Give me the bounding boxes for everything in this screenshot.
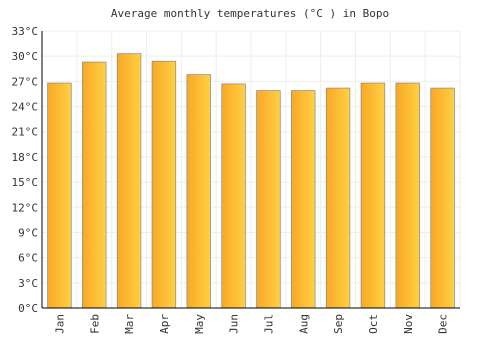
bar xyxy=(151,60,177,309)
y-tick-label: 0°C xyxy=(18,302,38,315)
x-tick-label: Jul xyxy=(262,314,275,334)
x-tick-label: Jan xyxy=(53,314,66,334)
y-tick-label: 9°C xyxy=(18,226,38,239)
bar xyxy=(47,82,72,309)
x-tick-label: Sep xyxy=(332,314,345,334)
y-tick-label: 3°C xyxy=(18,277,38,290)
chart-title: Average monthly temperatures (°C ) in Bo… xyxy=(111,7,389,20)
y-tick-label: 12°C xyxy=(12,201,39,214)
x-tick-label: Feb xyxy=(88,314,101,334)
y-tick-label: 27°C xyxy=(12,75,39,88)
y-tick-label: 15°C xyxy=(12,176,39,189)
bar xyxy=(291,90,316,309)
y-tick-label: 33°C xyxy=(12,25,39,38)
y-tick-label: 6°C xyxy=(18,252,38,265)
y-tick-label: 30°C xyxy=(12,50,39,63)
x-tick-label: Apr xyxy=(158,314,171,334)
bar xyxy=(82,61,107,309)
y-tick-label: 21°C xyxy=(12,126,39,139)
x-tick-label: Nov xyxy=(402,314,415,334)
x-tick-label: May xyxy=(193,314,206,334)
y-tick-label: 18°C xyxy=(12,151,39,164)
bar xyxy=(325,87,351,309)
bar xyxy=(221,83,246,309)
y-tick-label: 24°C xyxy=(12,101,39,114)
x-tick-label: Jun xyxy=(228,314,241,334)
bar xyxy=(186,74,211,309)
bar xyxy=(395,82,420,309)
x-tick-label: Oct xyxy=(367,314,380,334)
bar xyxy=(256,90,281,309)
x-tick-label: Dec xyxy=(437,314,450,334)
bar xyxy=(360,82,386,309)
x-tick-label: Mar xyxy=(123,314,136,334)
x-tick-label: Aug xyxy=(297,314,310,334)
bar xyxy=(430,87,455,309)
bar xyxy=(116,53,142,309)
